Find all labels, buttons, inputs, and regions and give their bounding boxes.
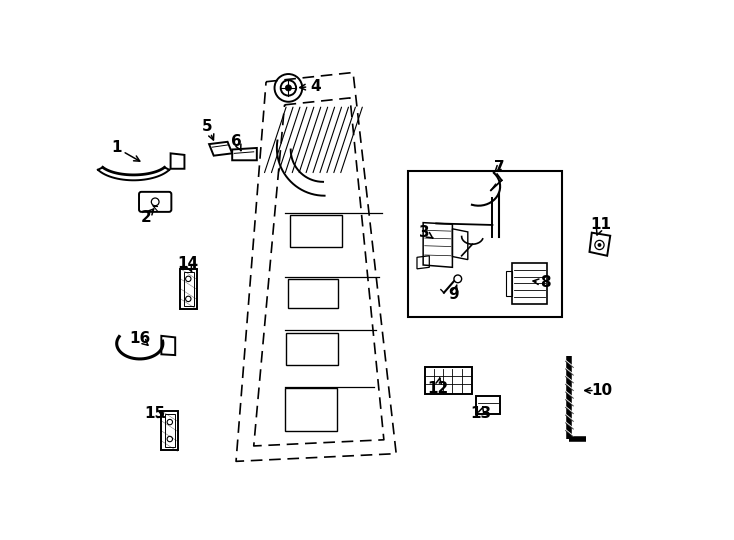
Text: 9: 9: [448, 287, 459, 302]
Text: 16: 16: [129, 330, 150, 346]
Text: 14: 14: [177, 256, 198, 271]
Text: 5: 5: [203, 119, 213, 134]
Text: 10: 10: [591, 383, 612, 398]
Text: 8: 8: [540, 275, 551, 290]
Circle shape: [597, 243, 601, 247]
Text: 12: 12: [427, 381, 448, 396]
Text: 7: 7: [494, 160, 505, 175]
Text: 13: 13: [470, 406, 492, 421]
Text: 11: 11: [591, 218, 611, 232]
Text: 3: 3: [419, 225, 430, 240]
Bar: [408, 171, 562, 318]
Text: 15: 15: [145, 406, 166, 421]
Text: 1: 1: [112, 140, 122, 156]
Circle shape: [286, 85, 291, 91]
Text: 4: 4: [310, 79, 321, 94]
Text: 2: 2: [141, 210, 151, 225]
Text: 6: 6: [231, 134, 242, 149]
